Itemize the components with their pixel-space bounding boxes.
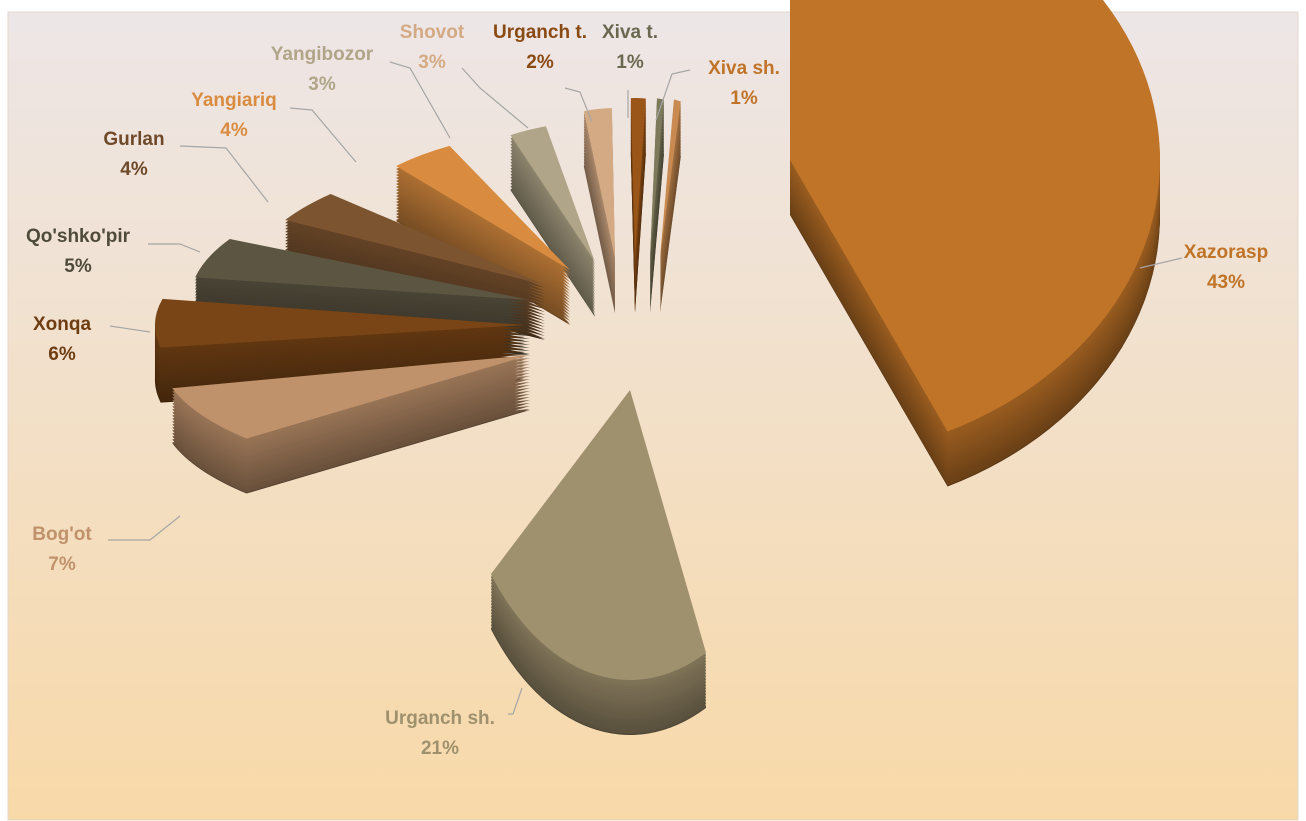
pie-slice-top-bogot bbox=[172, 355, 531, 439]
data-label-name-qoshkopir: Qo'shko'pir bbox=[26, 226, 131, 247]
pie-slice-depth-xiva-sh bbox=[660, 108, 681, 268]
pie-slice-bogot bbox=[172, 355, 531, 494]
pie-slice-depth-xiva-t bbox=[650, 101, 664, 261]
data-label-name-bogot: Bog'ot bbox=[32, 524, 92, 545]
data-label-value-urganch-t: 2% bbox=[526, 52, 554, 73]
pie-slice-depth-xiva-t bbox=[650, 134, 664, 294]
pie-slice-depth-xiva-sh bbox=[660, 135, 681, 294]
pie-slice-urganch-sh bbox=[490, 390, 707, 736]
data-label-name-urganch-t: Urganch t. bbox=[493, 22, 587, 43]
pie-slice-top-xiva-sh bbox=[660, 99, 681, 259]
data-label-name-urganch-sh: Urganch sh. bbox=[385, 708, 495, 729]
pie-slice-top-xiva-t bbox=[650, 98, 664, 258]
pie-slice-depth-xiva-sh bbox=[660, 144, 681, 303]
pie-slice-top-urganch-sh bbox=[490, 390, 707, 680]
pie-slice-top-yangibozor bbox=[510, 126, 595, 262]
data-label-name-yangiariq: Yangiariq bbox=[191, 90, 277, 111]
leader-line-qoshkopir bbox=[148, 243, 201, 253]
pie-slice-xonqa bbox=[154, 298, 525, 403]
pie-slice-top-shovot bbox=[583, 108, 615, 258]
pie-slice-depth-xiva-sh bbox=[660, 117, 681, 277]
pie-slice-depth-xiva-sh bbox=[660, 132, 681, 291]
pie-slice-depth-xiva-sh bbox=[660, 102, 681, 262]
data-label-value-yangibozor: 3% bbox=[308, 74, 336, 95]
pie-slice-top-xonqa bbox=[154, 298, 525, 348]
pie-slice-depth-xiva-sh bbox=[660, 147, 681, 306]
pie-slice-depth-xiva-sh bbox=[660, 114, 681, 274]
data-label-value-xiva-t: 1% bbox=[616, 52, 644, 73]
pie-slice-depth-xiva-t bbox=[650, 128, 664, 288]
pie-slice-depth-xiva-sh bbox=[660, 141, 681, 300]
data-label-name-xiva-t: Xiva t. bbox=[602, 22, 658, 43]
data-label-name-xiva-sh: Xiva sh. bbox=[708, 58, 780, 79]
pie-slice-depth-xiva-t bbox=[650, 113, 664, 273]
pie-slice-depth-xiva-t bbox=[650, 131, 664, 291]
data-label-value-xiva-sh: 1% bbox=[730, 88, 758, 109]
pie-slice-top-urganch-t bbox=[630, 97, 646, 258]
pie-slice-depth-xiva-t bbox=[650, 110, 664, 270]
pie-slice-depth-xiva-sh bbox=[660, 153, 681, 312]
pie-slice-xazorasp bbox=[790, 0, 1160, 487]
pie-slice-depth-xiva-t bbox=[650, 104, 664, 264]
pie-slice-depth-xiva-t bbox=[650, 119, 664, 279]
pie-slice-depth-xiva-t bbox=[650, 152, 664, 312]
pie-slice-depth-xiva-sh bbox=[660, 120, 681, 280]
data-label-value-qoshkopir: 5% bbox=[64, 256, 92, 277]
pie-slice-yangibozor bbox=[510, 126, 595, 317]
pie-slice-depth-xiva-sh bbox=[660, 150, 681, 309]
pie-slice-top-qoshkopir bbox=[195, 238, 531, 300]
pie-slice-depth-xiva-sh bbox=[660, 111, 681, 271]
data-label-name-xonqa: Xonqa bbox=[33, 314, 91, 335]
data-label-value-xonqa: 6% bbox=[48, 344, 76, 365]
leader-lines-layer bbox=[108, 61, 1183, 715]
pie-slice-depth-xiva-t bbox=[650, 149, 664, 309]
leader-line-xazorasp bbox=[1139, 257, 1183, 269]
pie-slice-top-yangiariq bbox=[396, 145, 570, 270]
data-label-value-gurlan: 4% bbox=[120, 159, 148, 180]
pie-slice-depth-xiva-sh bbox=[660, 138, 681, 297]
data-labels-layer: Xazorasp 43% Urganch sh. 21% Bog'ot 7% Xonqa 6%… bbox=[26, 22, 1268, 759]
pie-slice-depth-xiva-sh bbox=[660, 105, 681, 265]
pie-slice-depth-xiva-t bbox=[650, 116, 664, 276]
leader-line-shovot bbox=[461, 67, 529, 129]
data-label-value-xazorasp: 43% bbox=[1207, 272, 1245, 293]
leader-line-xonqa bbox=[109, 325, 151, 333]
pie-slice-xiva-t bbox=[650, 98, 664, 313]
pie-slice-depth-xiva-t bbox=[650, 143, 664, 303]
pie-slice-xiva-sh bbox=[660, 99, 681, 313]
pie-slice-depth-xiva-t bbox=[650, 107, 664, 267]
pie-slice-depth-xiva-t bbox=[650, 122, 664, 282]
pie-slice-depth-xiva-t bbox=[650, 140, 664, 300]
data-label-value-shovot: 3% bbox=[418, 52, 446, 73]
leader-line-bogot bbox=[108, 515, 181, 541]
data-label-value-bogot: 7% bbox=[48, 554, 76, 575]
pie-slice-depth-xiva-sh bbox=[660, 123, 681, 283]
data-label-value-yangiariq: 4% bbox=[220, 120, 248, 141]
leader-line-yangibozor bbox=[389, 61, 451, 139]
pie-slice-depth-xiva-t bbox=[650, 137, 664, 297]
leader-line-gurlan bbox=[179, 145, 269, 203]
pie-slice-top-xazorasp bbox=[790, 0, 1160, 432]
pie-slice-depth-xiva-t bbox=[650, 125, 664, 285]
data-label-name-yangibozor: Yangibozor bbox=[271, 44, 374, 65]
pie-slice-shovot bbox=[583, 108, 615, 313]
leader-line-xiva-sh bbox=[655, 69, 691, 121]
pie-slice-depth-xiva-sh bbox=[660, 129, 681, 288]
data-label-name-shovot: Shovot bbox=[400, 22, 465, 43]
pie-slice-top-gurlan bbox=[285, 194, 545, 285]
pie-slice-depth-xiva-sh bbox=[660, 126, 681, 286]
leader-line-urganch-t bbox=[564, 87, 593, 123]
leader-line-urganch-sh bbox=[508, 687, 523, 715]
leader-line-yangiariq bbox=[289, 107, 357, 163]
pie-slice-urganch-t bbox=[630, 97, 646, 313]
data-label-value-urganch-sh: 21% bbox=[421, 738, 459, 759]
pie-slice-depth-xiva-t bbox=[650, 146, 664, 306]
pie-slice-side-xiva-t bbox=[650, 153, 664, 313]
slices-layer bbox=[154, 0, 1160, 736]
data-label-name-gurlan: Gurlan bbox=[103, 129, 164, 150]
data-label-name-xazorasp: Xazorasp bbox=[1184, 242, 1268, 263]
